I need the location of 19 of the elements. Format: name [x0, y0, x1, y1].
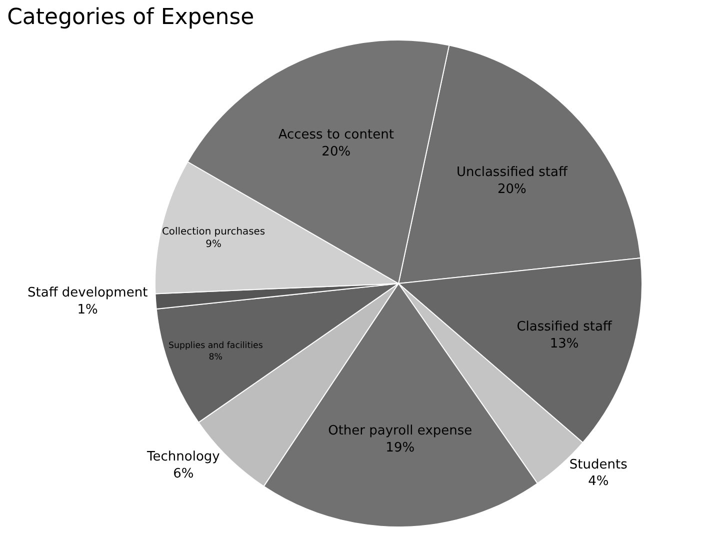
slice-label: Unclassified staff	[456, 164, 568, 180]
data-label: 9%	[206, 239, 222, 250]
chart-title: Categories of Expense	[7, 4, 254, 30]
slice-label: Technology	[146, 450, 220, 465]
data-label: 4%	[588, 474, 609, 490]
data-label: 19%	[386, 440, 415, 456]
data-label: 20%	[322, 144, 351, 160]
data-label: 1%	[77, 302, 98, 318]
slice-label: Staff development	[28, 285, 148, 300]
slice-label: Students	[569, 457, 628, 472]
data-label: 6%	[173, 466, 194, 482]
slice-label: Supplies and facilities	[168, 341, 264, 352]
slice-label: Access to content	[278, 127, 394, 142]
slice-label: Other payroll expense	[328, 423, 472, 438]
data-label: 20%	[498, 182, 526, 197]
slice-label: Collection purchases	[162, 226, 266, 238]
data-label: 8%	[208, 352, 223, 362]
data-label: 13%	[550, 336, 579, 352]
slice-label: Classified staff	[516, 320, 613, 335]
